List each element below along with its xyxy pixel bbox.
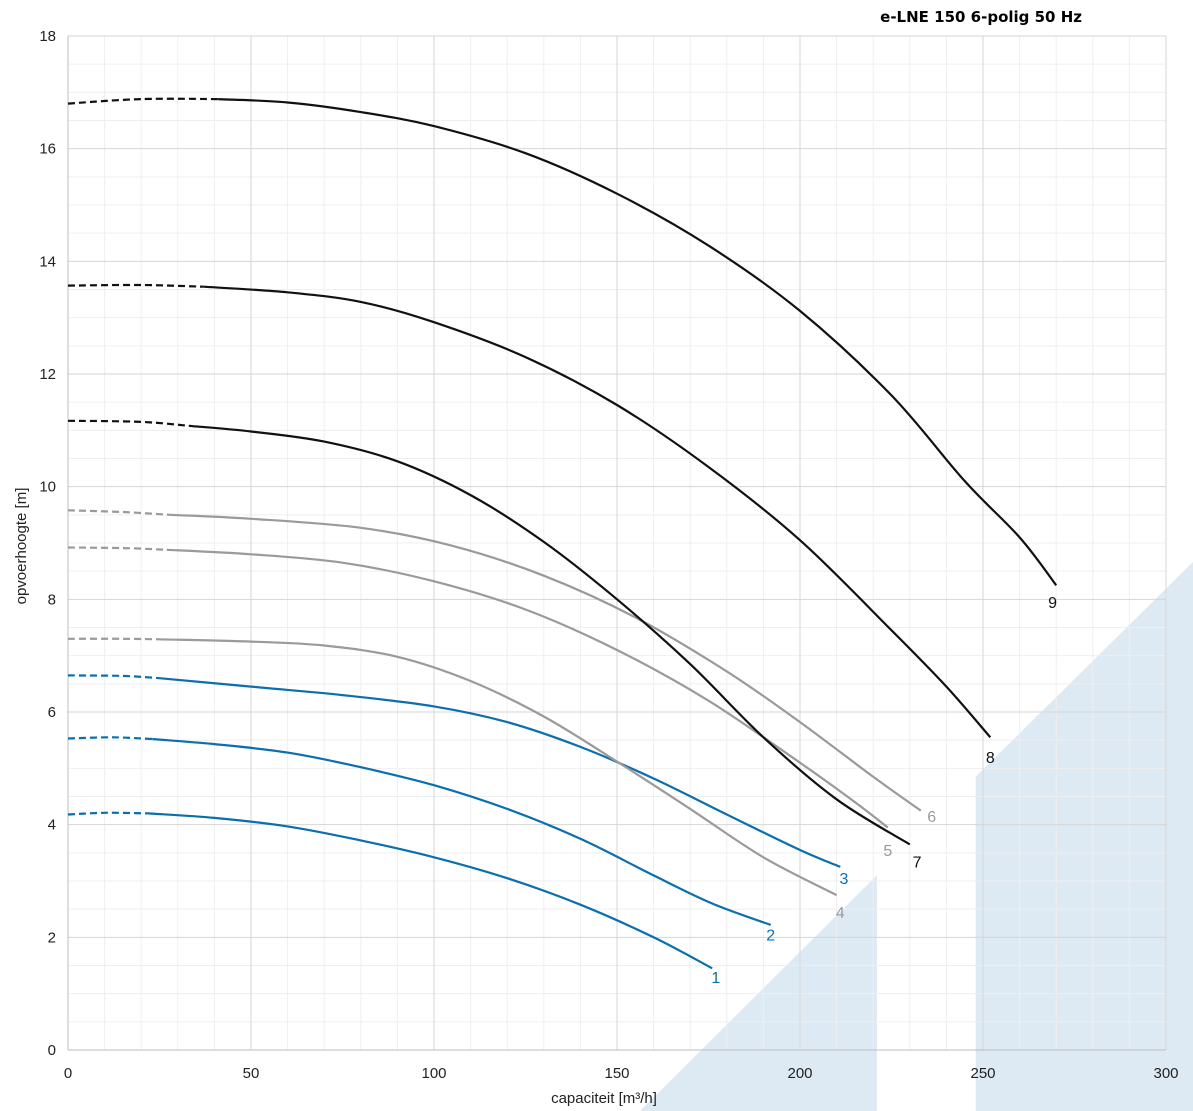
x-tick-label: 0 (64, 1065, 72, 1082)
y-tick-label: 16 (39, 141, 56, 158)
y-axis-title: opvoerhoogte [m] (13, 488, 30, 605)
y-tick-label: 12 (39, 366, 56, 383)
y-tick-label: 14 (39, 253, 56, 270)
chart-title: e-LNE 150 6-polig 50 Hz (880, 8, 1082, 26)
curve-6-label: 6 (927, 809, 936, 826)
curve-8-line (203, 285, 992, 739)
curve-5-label: 5 (883, 843, 892, 860)
curve-3-line (159, 677, 841, 868)
x-tick-label: 200 (787, 1065, 812, 1082)
y-tick-label: 4 (48, 817, 56, 834)
curve-9-dashed-segment (67, 97, 219, 105)
x-tick-label: 150 (604, 1065, 629, 1082)
x-tick-labels: 0 50 100 150 200 250 300 (64, 1065, 1179, 1082)
curve-2-label: 2 (766, 928, 775, 945)
curve-1-label: 1 (711, 970, 720, 987)
y-tick-label: 18 (39, 28, 56, 45)
curve-3-label: 3 (839, 871, 848, 888)
y-tick-label: 0 (48, 1042, 56, 1059)
y-tick-label: 10 (39, 479, 56, 496)
curve-7-line (188, 424, 911, 846)
x-tick-label: 100 (421, 1065, 446, 1082)
y-tick-label: 8 (48, 591, 56, 608)
y-tick-label: 2 (48, 929, 56, 946)
curve-1-line (148, 812, 713, 970)
curve-6-dashed-segment (67, 509, 171, 516)
curve-7-dashed-segment (67, 419, 189, 427)
curve-8-dashed-segment (67, 283, 204, 288)
curve-4-line (159, 638, 838, 897)
curve-3-dashed-segment (67, 674, 160, 680)
x-tick-label: 250 (970, 1065, 995, 1082)
pump-curves (67, 97, 1058, 970)
curve-8-label: 8 (986, 750, 995, 767)
x-tick-label: 50 (243, 1065, 260, 1082)
curve-4-dashed-segment (67, 637, 160, 641)
curve-7-label: 7 (913, 854, 922, 871)
operating-limit-areas (640, 562, 1193, 1111)
curve-9-label: 9 (1048, 595, 1057, 612)
curve-5-line (166, 548, 889, 829)
curve-1-dashed-segment (67, 811, 149, 816)
limit-area-right (975, 562, 1193, 1111)
curve-2-dashed-segment (67, 736, 153, 741)
curve-4-label: 4 (836, 905, 845, 922)
curve-6-line (170, 513, 922, 812)
curve-9-line (218, 98, 1058, 586)
curve-2-line (152, 737, 772, 926)
x-axis-title: capaciteit [m³/h] (551, 1090, 657, 1107)
curve-5-dashed-segment (67, 546, 167, 551)
y-tick-labels: 0 2 4 6 8 10 12 14 16 18 (39, 28, 56, 1059)
major-grid (68, 35, 1167, 1050)
y-tick-label: 6 (48, 704, 56, 721)
x-tick-label: 300 (1153, 1065, 1178, 1082)
curve-labels: 1 2 3 4 5 6 7 8 9 (711, 595, 1057, 987)
